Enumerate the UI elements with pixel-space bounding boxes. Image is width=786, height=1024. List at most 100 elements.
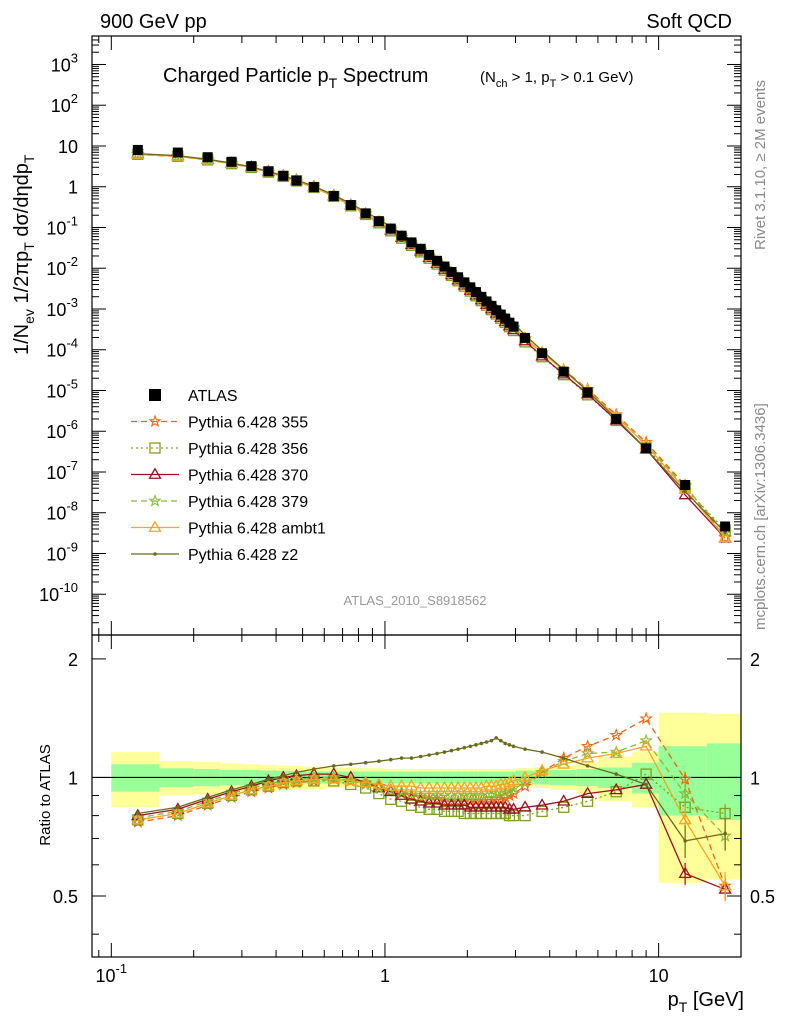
ratio-series-point	[609, 782, 623, 795]
ratio-series-point	[131, 812, 145, 825]
ratio-series-point	[437, 798, 452, 810]
atlas-data-point	[345, 200, 356, 211]
ratio-series-point	[474, 743, 478, 747]
atlas-data-point	[263, 166, 274, 177]
legend-entry: Pythia 6.428 370	[131, 467, 308, 485]
ratio-series-point	[363, 760, 368, 765]
atlas-data-point	[641, 443, 652, 454]
ratio-series-point	[176, 805, 180, 810]
ratio-series-point	[507, 743, 512, 747]
atlas-data-point	[360, 208, 371, 219]
atlas-data-point	[406, 237, 417, 248]
ratio-y-tick-label: 1	[68, 768, 78, 788]
ratio-series-point	[399, 756, 404, 760]
legend-entry: Pythia 6.428 355	[131, 414, 308, 432]
ratio-series-point	[438, 805, 451, 818]
ratio-series-point	[131, 810, 145, 824]
ratio-series-point	[489, 738, 494, 743]
atlas-data-point	[246, 161, 257, 172]
main-y-tick-label: 10-2	[46, 254, 78, 279]
atlas-data-point	[328, 191, 339, 202]
ratio-series-point	[511, 744, 516, 749]
ratio-series-point	[718, 878, 732, 891]
atlas-data-point	[132, 144, 143, 155]
atlas-data-point	[453, 272, 464, 283]
legend-marker	[149, 389, 161, 401]
ratio-series-point	[683, 839, 687, 843]
ratio-series-point	[281, 773, 286, 778]
ratio-series-point	[331, 764, 336, 768]
ratio-series-point	[430, 796, 444, 808]
ratio-series-point	[249, 782, 254, 787]
main-title-cuts: (Nch > 1, pT > 0.1 GeV)	[480, 69, 633, 90]
ratio-series-point	[276, 775, 290, 788]
ratio-series-point	[205, 795, 210, 800]
ratio-series-point	[445, 805, 458, 818]
legend-marker	[148, 467, 162, 479]
ratio-series-point	[506, 802, 521, 814]
atlas-data-point	[446, 266, 457, 277]
ratio-series-point	[678, 786, 692, 800]
ratio-series-point	[581, 795, 594, 807]
ratio-plot: 0.5 0.5 1 1 2 2 10-1 1 10	[53, 635, 775, 986]
ratio-series-point	[261, 779, 276, 791]
header-left: 900 GeV pp	[100, 11, 207, 33]
atlas-data-point	[424, 249, 435, 260]
main-y-tick-label: 103	[51, 50, 78, 75]
ratio-series-point	[444, 798, 459, 810]
legend-entry: Pythia 6.428 z2	[131, 547, 298, 564]
legend-entry: Pythia 6.428 356	[131, 441, 308, 458]
main-y-tick-label: 10-4	[46, 336, 78, 361]
atlas-data-point	[308, 182, 319, 193]
ratio-series-point	[557, 757, 571, 769]
legend-entry: ATLAS	[149, 388, 238, 405]
ratio-series-point	[558, 801, 570, 813]
ratio-series-point	[498, 790, 512, 804]
ratio-series-point	[535, 763, 549, 776]
ratio-x-tick-label: 10-1	[96, 961, 128, 986]
ratio-series-point	[307, 772, 321, 784]
main-series-point	[718, 530, 732, 543]
ratio-series-line	[137, 717, 726, 887]
ratio-series-point	[561, 756, 566, 760]
ratio-series-point	[479, 741, 484, 746]
mcplots-label: mcplots.cern.ch [arXiv:1306.3436]	[752, 403, 769, 630]
ratio-series-point	[294, 770, 299, 775]
ratio-series-point	[414, 780, 428, 793]
ratio-series-point	[678, 812, 692, 825]
atlas-data-point	[439, 261, 450, 272]
atlas-data-point	[459, 277, 470, 288]
legend-marker	[153, 552, 157, 556]
main-series-point	[683, 489, 687, 494]
ratio-series-point	[394, 779, 409, 791]
ratio-series-point	[489, 786, 504, 800]
ratio-series-point	[344, 773, 358, 786]
legend-entry: Pythia 6.428 379	[131, 493, 308, 511]
main-title: Charged Particle pT Spectrum	[163, 65, 428, 91]
atlas-data-point	[476, 291, 487, 302]
ratio-series-line	[137, 739, 726, 837]
ratio-series-point	[502, 775, 517, 788]
ratio-series-point	[289, 773, 304, 786]
analysis-watermark: ATLAS_2010_S8918562	[344, 593, 487, 608]
legend-label: Pythia 6.428 355	[188, 415, 308, 432]
ratio-series-point	[614, 772, 619, 776]
ratio-series-point	[451, 798, 465, 810]
ratio-series-point	[506, 773, 521, 786]
ratio-series-point	[678, 866, 692, 878]
ratio-series-point	[474, 788, 489, 802]
ratio-series-point	[468, 744, 473, 749]
atlas-data-point	[373, 216, 384, 227]
ratio-series-point	[503, 741, 507, 746]
ratio-series-point	[639, 733, 653, 747]
atlas-data-point	[278, 170, 289, 181]
main-y-tick-label: 102	[51, 91, 78, 116]
ratio-series-point	[457, 798, 471, 810]
ratio-series-point	[377, 759, 381, 763]
ratio-series-point	[244, 782, 259, 795]
legend-marker	[148, 520, 162, 532]
legend: ATLAS Pythia 6.428 355 Pythia 6.428 356 Pyt…	[131, 388, 326, 564]
legend-label: Pythia 6.428 379	[188, 494, 308, 511]
ratio-series-point	[229, 788, 234, 792]
ratio-series-point	[409, 756, 414, 760]
